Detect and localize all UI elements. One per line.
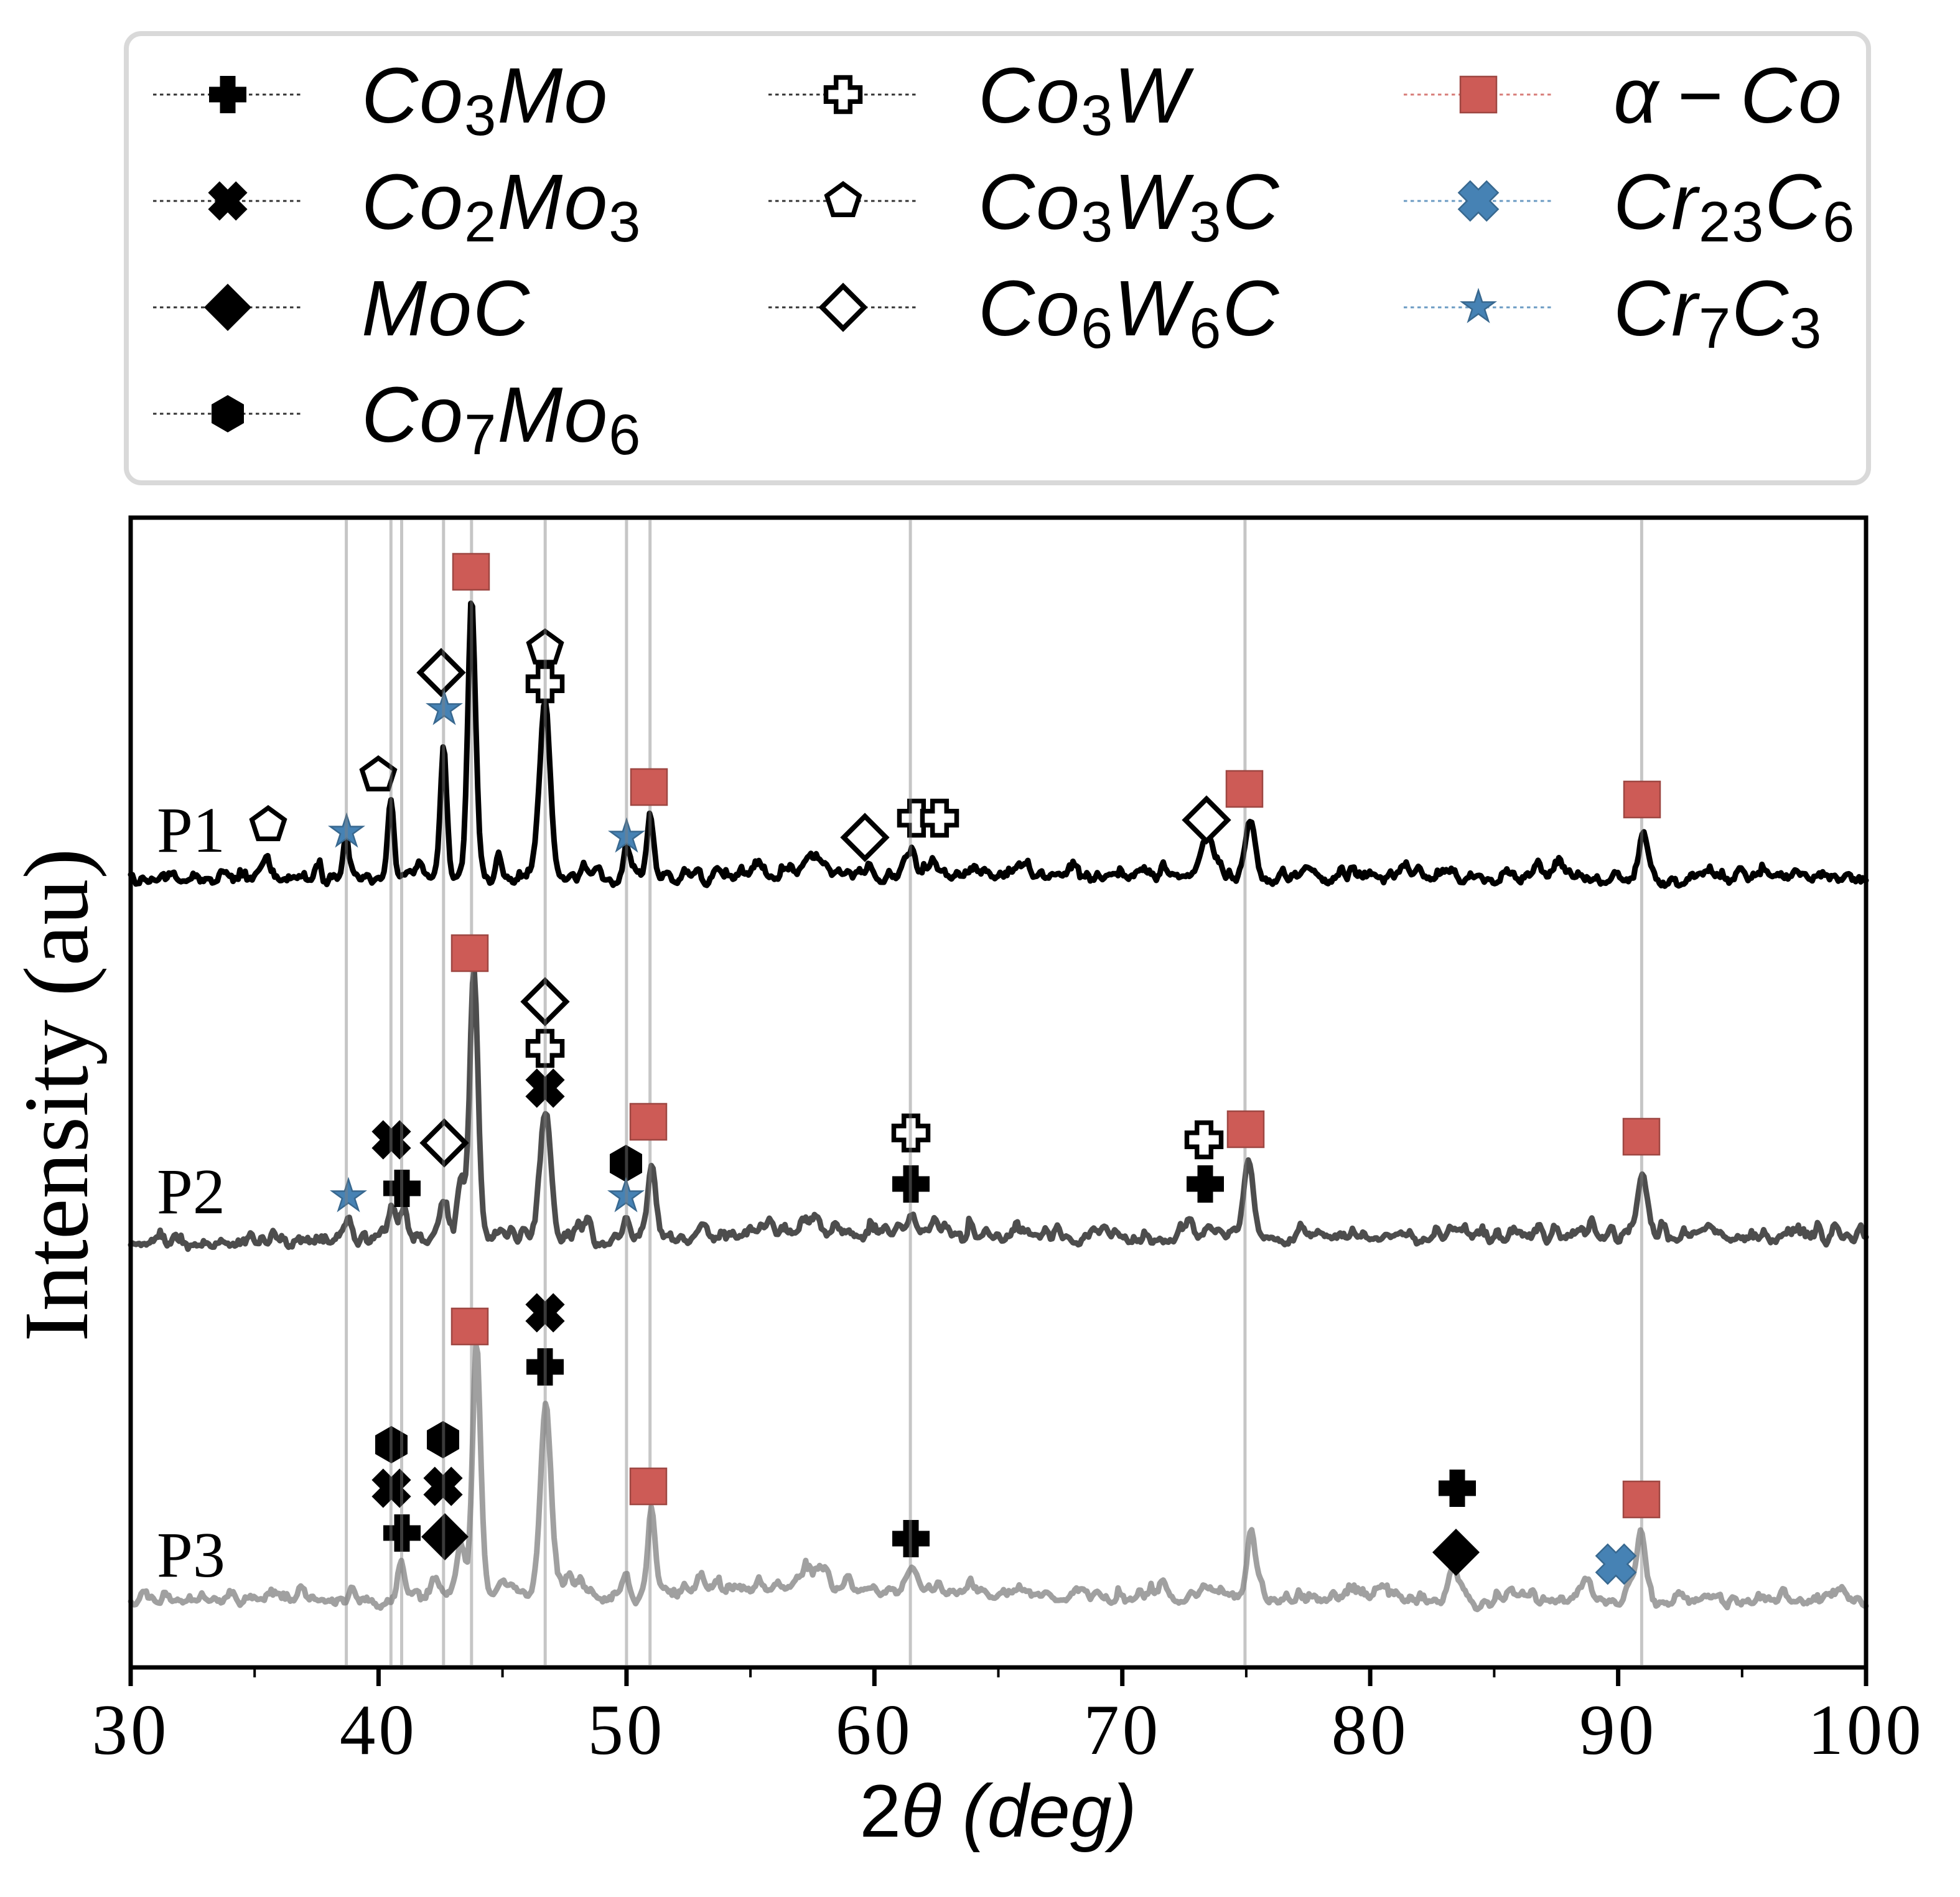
svg-text:100: 100	[1808, 1690, 1925, 1769]
svg-text:90: 90	[1579, 1690, 1657, 1769]
svg-text:2θ (deg): 2θ (deg)	[859, 1769, 1136, 1853]
svg-text:Cr7​C3​: Cr7​C3​	[1613, 264, 1822, 360]
svg-text:Co3​Mo: Co3​Mo	[362, 52, 609, 147]
svg-text:Co6​W6​C: Co6​W6​C	[978, 264, 1280, 360]
svg-text:Co2​Mo3​: Co2​Mo3​	[362, 158, 642, 254]
svg-text:α − Co: α − Co	[1613, 52, 1843, 139]
svg-text:Cr23​C6​: Cr23​C6​	[1613, 158, 1855, 254]
svg-text:P2: P2	[157, 1156, 225, 1228]
svg-text:40: 40	[340, 1690, 418, 1769]
svg-text:P3: P3	[157, 1519, 225, 1591]
svg-text:70: 70	[1083, 1690, 1161, 1769]
svg-text:Co7​Mo6​: Co7​Mo6​	[362, 371, 642, 467]
svg-text:Co3​W3​C: Co3​W3​C	[978, 158, 1280, 254]
svg-text:30: 30	[92, 1690, 170, 1769]
svg-text:80: 80	[1332, 1690, 1409, 1769]
svg-text:P1: P1	[157, 795, 225, 866]
svg-text:Intensity (au): Intensity (au)	[6, 848, 108, 1341]
svg-text:50: 50	[587, 1690, 665, 1769]
svg-text:MoC: MoC	[362, 264, 531, 352]
svg-text:Co3​W: Co3​W	[978, 52, 1194, 147]
svg-text:60: 60	[836, 1690, 913, 1769]
